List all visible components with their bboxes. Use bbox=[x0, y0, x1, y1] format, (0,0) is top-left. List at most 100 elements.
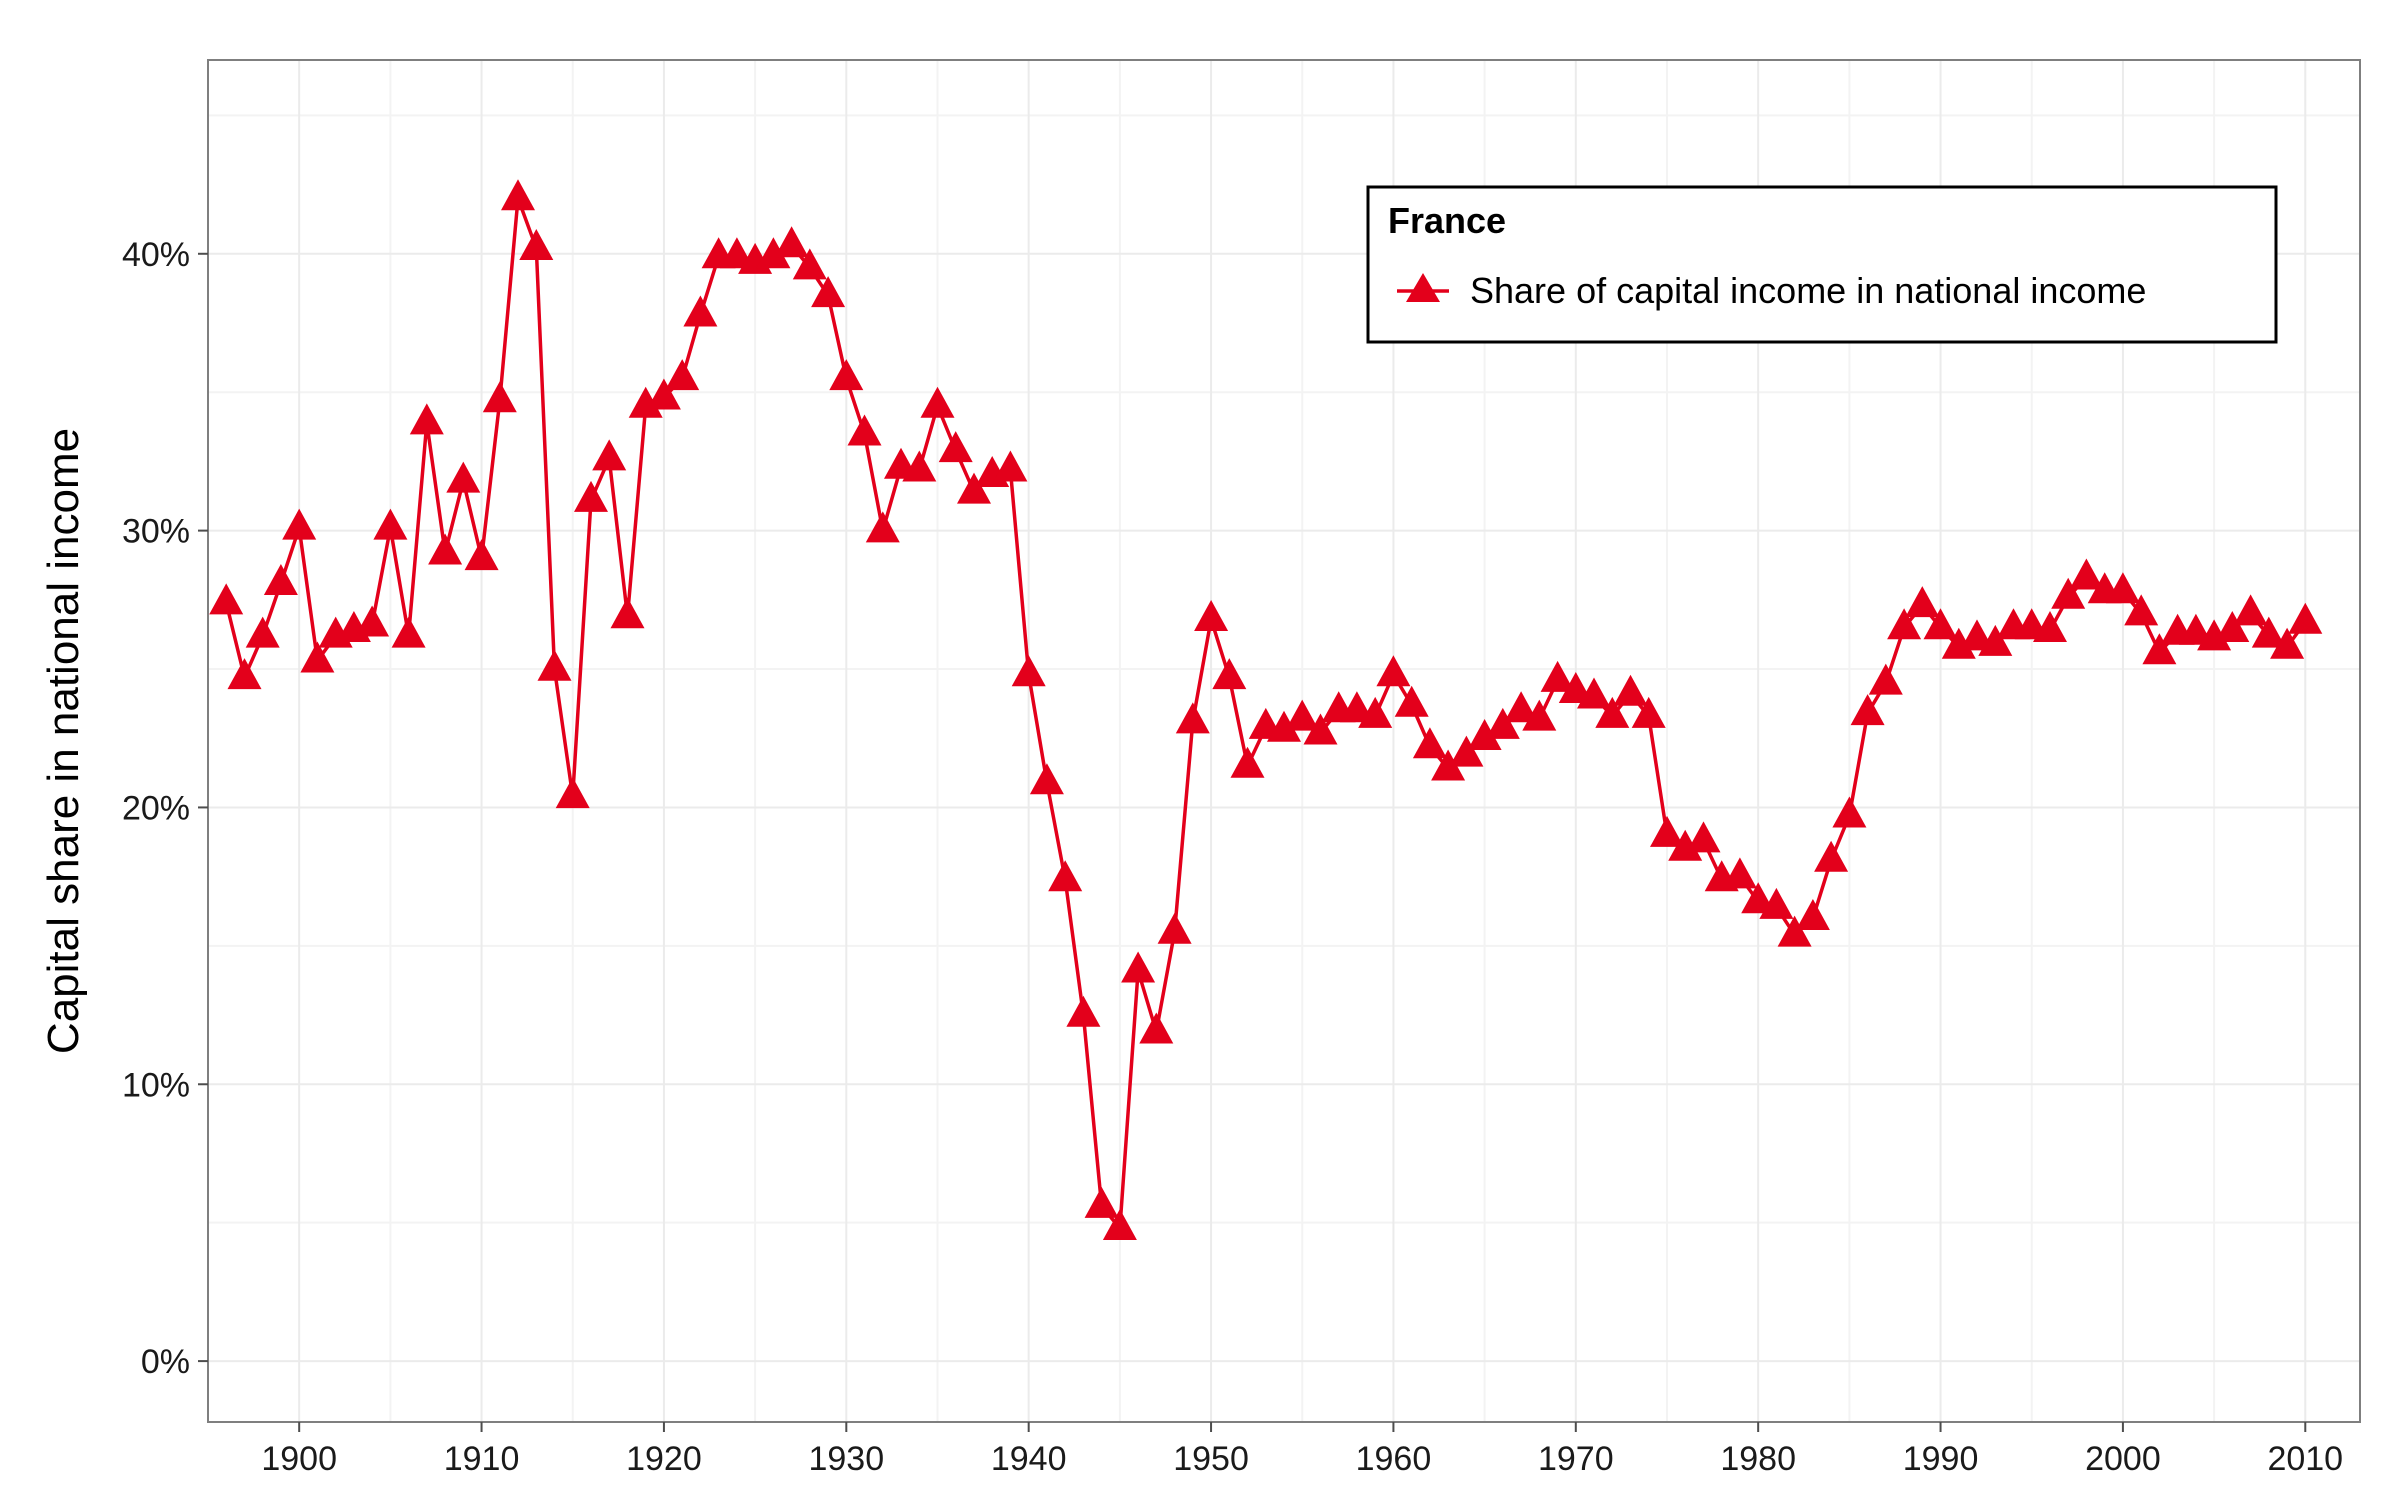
data-point-marker bbox=[1686, 821, 1721, 853]
y-tick-label: 40% bbox=[122, 236, 190, 274]
data-point-marker bbox=[865, 511, 900, 543]
data-point-marker bbox=[1668, 829, 1703, 861]
data-point-marker bbox=[1504, 691, 1539, 723]
data-point-marker bbox=[1941, 627, 1976, 659]
data-point-marker bbox=[1048, 860, 1083, 892]
data-point-marker bbox=[1449, 735, 1484, 767]
data-point-marker bbox=[227, 658, 262, 690]
data-point-marker bbox=[628, 386, 663, 418]
data-point-marker bbox=[1978, 624, 2013, 656]
data-point-marker bbox=[2069, 558, 2104, 590]
data-point-marker bbox=[2124, 594, 2159, 626]
data-point-marker bbox=[1303, 713, 1338, 745]
data-point-marker bbox=[300, 641, 335, 673]
x-tick-label: 1910 bbox=[444, 1440, 520, 1478]
data-point-marker bbox=[2251, 616, 2286, 648]
data-point-marker bbox=[646, 378, 681, 410]
data-point-marker bbox=[774, 226, 809, 258]
data-point-marker bbox=[245, 616, 280, 648]
x-tick-label: 1960 bbox=[1356, 1440, 1432, 1478]
legend-triangle-marker bbox=[1406, 273, 1440, 302]
data-point-marker bbox=[373, 508, 408, 540]
data-point-marker bbox=[1650, 815, 1684, 847]
x-tick-label: 1970 bbox=[1538, 1440, 1614, 1478]
x-axis: 1900 1910 1920 1930 1940 1950 1960 1970 1980 1990… bbox=[261, 1422, 2343, 1478]
x-tick-label: 1920 bbox=[626, 1440, 702, 1478]
data-point-marker bbox=[1540, 660, 1575, 692]
data-point-marker bbox=[2033, 611, 2067, 642]
data-point-marker bbox=[1814, 840, 1849, 872]
data-point-marker bbox=[683, 295, 718, 327]
legend: France Share of capital income in nation… bbox=[1366, 185, 2278, 344]
data-point-marker bbox=[1795, 899, 1830, 930]
data-point-marker bbox=[391, 616, 426, 648]
data-point-marker bbox=[1741, 882, 1776, 914]
x-tick-label: 1950 bbox=[1173, 1440, 1249, 1478]
data-point-marker bbox=[1577, 677, 1611, 709]
x-tick-label: 1990 bbox=[1903, 1440, 1979, 1478]
data-point-marker bbox=[993, 450, 1028, 482]
y-tick-label: 20% bbox=[122, 789, 190, 827]
data-point-marker bbox=[1175, 702, 1210, 734]
legend-title: France bbox=[1388, 200, 1506, 241]
data-point-marker bbox=[902, 450, 937, 482]
x-tick-label: 2000 bbox=[2085, 1440, 2161, 1478]
data-point-marker bbox=[446, 461, 481, 493]
data-point-marker bbox=[829, 359, 864, 391]
data-point-marker bbox=[1613, 674, 1648, 706]
y-tick-label: 30% bbox=[122, 513, 190, 551]
data-point-marker bbox=[1467, 719, 1502, 750]
data-point-marker bbox=[1905, 586, 1940, 618]
x-tick-label: 1940 bbox=[991, 1440, 1067, 1478]
data-point-marker bbox=[1832, 796, 1867, 828]
x-tick-label: 2010 bbox=[2267, 1440, 2343, 1478]
data-point-marker bbox=[2233, 594, 2268, 626]
data-point-marker bbox=[756, 237, 791, 269]
data-point-marker bbox=[592, 439, 627, 471]
data-point-marker bbox=[1029, 763, 1064, 795]
data-point-marker bbox=[1011, 655, 1046, 687]
data-point-marker bbox=[1230, 746, 1265, 778]
x-tick-label: 1980 bbox=[1720, 1440, 1796, 1478]
data-point-marker bbox=[209, 583, 244, 615]
y-axis-title: Capital share in national income bbox=[39, 428, 88, 1054]
data-point-marker bbox=[1485, 707, 1520, 739]
data-point-marker bbox=[1394, 685, 1429, 717]
data-point-marker bbox=[464, 539, 499, 571]
data-point-marker bbox=[355, 605, 390, 637]
data-point-marker bbox=[719, 237, 754, 269]
data-point-marker bbox=[2215, 611, 2250, 642]
data-point-marker bbox=[1777, 915, 1812, 947]
data-point-marker bbox=[537, 649, 572, 681]
data-point-marker bbox=[519, 229, 554, 260]
data-point-marker bbox=[1868, 663, 1903, 695]
y-tick-label: 10% bbox=[122, 1066, 190, 1104]
data-point-marker bbox=[938, 431, 973, 463]
data-point-marker bbox=[501, 179, 535, 211]
data-point-marker bbox=[1887, 608, 1922, 640]
data-point-marker bbox=[811, 276, 846, 308]
data-point-marker bbox=[1084, 1186, 1119, 1218]
data-point-marker bbox=[1194, 600, 1229, 631]
x-tick-label: 1900 bbox=[261, 1440, 337, 1478]
data-point-marker bbox=[1066, 995, 1101, 1027]
data-point-marker bbox=[282, 508, 317, 540]
data-point-marker bbox=[1631, 696, 1666, 728]
data-point-marker bbox=[482, 381, 517, 413]
data-point-marker bbox=[792, 248, 827, 280]
data-point-marker bbox=[2142, 633, 2177, 665]
series-layer bbox=[209, 179, 2323, 1240]
data-point-marker bbox=[2288, 602, 2323, 634]
data-point-marker bbox=[2270, 627, 2305, 659]
data-point-marker bbox=[2051, 577, 2086, 609]
legend-entry-label: Share of capital income in national inco… bbox=[1470, 270, 2146, 311]
data-point-marker bbox=[2197, 619, 2232, 651]
data-point-marker bbox=[1522, 699, 1557, 731]
data-point-marker bbox=[1358, 696, 1393, 728]
plot-border bbox=[207, 59, 2361, 1423]
data-point-marker bbox=[665, 359, 700, 391]
data-point-marker bbox=[1412, 727, 1447, 759]
data-point-marker bbox=[2105, 572, 2140, 604]
data-point-marker bbox=[610, 597, 645, 629]
